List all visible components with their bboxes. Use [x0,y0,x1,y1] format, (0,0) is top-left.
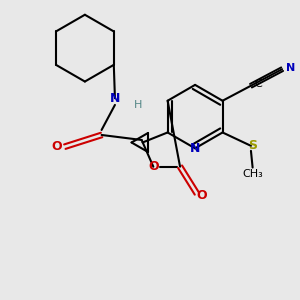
Text: N: N [286,62,295,73]
Text: N: N [190,142,200,155]
Text: O: O [196,189,207,202]
Text: O: O [51,140,62,153]
Text: S: S [248,139,257,152]
Text: CH₃: CH₃ [242,169,263,179]
Text: H: H [134,100,142,110]
Text: N: N [110,92,120,105]
Text: C: C [254,79,262,89]
Text: O: O [148,160,159,173]
